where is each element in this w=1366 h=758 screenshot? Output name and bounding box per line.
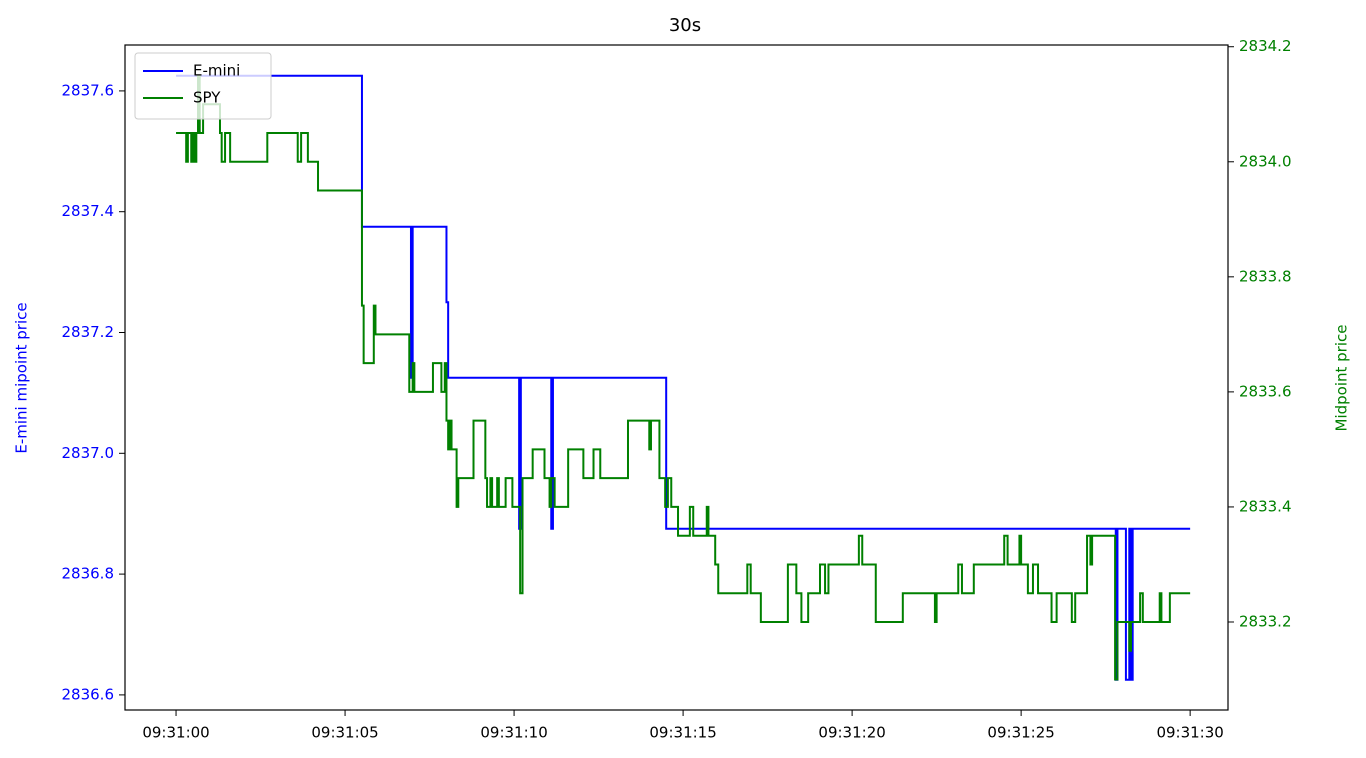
x-tick-label: 09:31:00 [142, 724, 209, 742]
y-tick-label: 2837.2 [62, 323, 115, 341]
x-tick-label: 09:31:05 [311, 724, 378, 742]
y2-tick-label: 2833.8 [1239, 267, 1292, 285]
legend-box [134, 52, 272, 120]
y2-tick-label: 2833.4 [1239, 497, 1292, 515]
x-tick-label: 09:31:30 [1156, 724, 1223, 742]
series-line [176, 74, 1191, 681]
y-axis-label: E-mini mipoint price [13, 302, 31, 453]
y2-tick-label: 2833.2 [1239, 612, 1292, 630]
y-tick-label: 2837.4 [62, 202, 115, 220]
x-tick-label: 09:31:25 [987, 724, 1054, 742]
y2-tick-label: 2834.0 [1239, 152, 1292, 170]
x-tick-label: 09:31:20 [818, 724, 885, 742]
x-tick-label: 09:31:10 [480, 724, 547, 742]
legend-label: E-mini [193, 62, 240, 80]
plot-frame [124, 44, 1229, 711]
y-tick-label: 2836.6 [62, 685, 115, 703]
legend-label: SPY [193, 89, 221, 107]
y-tick-label: 2837.6 [62, 81, 115, 99]
y2-axis-label: Midpoint price [1333, 325, 1351, 432]
series-line [176, 74, 1191, 681]
x-tick-label: 09:31:15 [649, 724, 716, 742]
y2-tick-label: 2833.6 [1239, 382, 1292, 400]
y-tick-label: 2837.0 [62, 444, 115, 462]
y-tick-label: 2836.8 [62, 565, 115, 583]
y2-tick-label: 2834.2 [1239, 37, 1292, 55]
chart-title: 30s [669, 15, 701, 36]
